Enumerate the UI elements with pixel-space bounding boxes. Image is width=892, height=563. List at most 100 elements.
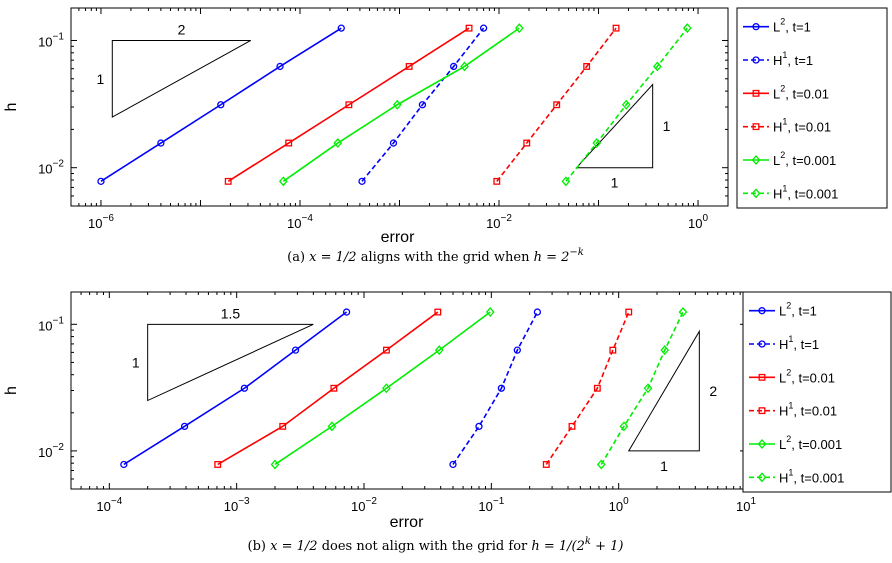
x-tick-label: 10−6	[88, 213, 114, 231]
legend-label: L2, t=0.01	[773, 83, 829, 101]
series-line	[100, 27, 342, 183]
legend-label: L2, t=0.01	[779, 367, 835, 385]
x-axis-label: error	[390, 514, 424, 531]
x-axis-label: error	[381, 229, 415, 246]
data-point	[523, 139, 531, 147]
data-point	[285, 139, 293, 147]
data-point	[434, 308, 442, 316]
data-point	[405, 62, 413, 70]
legend-item: L2, t=1	[743, 17, 811, 35]
legend-item: H1, t=0.01	[743, 117, 831, 135]
data-layer	[97, 23, 692, 187]
x-tick-label: 100	[609, 496, 629, 514]
data-point	[609, 346, 617, 354]
data-point	[460, 61, 469, 72]
slope-triangle-label: 1.5	[221, 305, 241, 321]
data-point	[533, 308, 542, 316]
data-point	[612, 24, 620, 32]
slope-triangle-label: 1	[611, 175, 619, 191]
data-point	[593, 384, 601, 392]
legend-label: L2, t=0.001	[779, 434, 842, 452]
data-point	[327, 421, 337, 432]
series-line	[600, 311, 684, 465]
series-line	[452, 311, 539, 465]
data-point	[583, 62, 591, 70]
data-point	[342, 308, 351, 316]
data-point	[751, 155, 761, 165]
series-line	[545, 311, 630, 465]
series-line	[565, 27, 688, 182]
data-point	[291, 346, 300, 354]
series-line	[227, 27, 470, 183]
data-point	[330, 384, 338, 392]
legend-item: L2, t=0.01	[749, 367, 835, 385]
data-point	[652, 61, 662, 72]
y-axis-label: h	[3, 103, 20, 112]
data-point	[758, 373, 766, 381]
slope-triangle	[111, 39, 251, 118]
data-point	[345, 101, 353, 109]
data-point	[752, 23, 760, 31]
data-point	[561, 176, 571, 187]
data-point	[240, 384, 249, 392]
chart-panel-b: 10−4 10−3 10−2 10−1 100 101 10−2 10−1 error h 1.5 1…	[3, 291, 892, 554]
legend-label: L2, t=1	[773, 17, 811, 35]
data-point	[497, 384, 506, 392]
data-point	[493, 177, 501, 185]
legend-item: L2, t=1	[749, 301, 817, 319]
data-point	[596, 459, 606, 470]
data-point	[382, 346, 390, 354]
legend-item: H1, t=0.001	[749, 467, 844, 485]
legend-label: L2, t=0.001	[773, 150, 836, 168]
data-point	[214, 461, 222, 468]
legend-label: H1, t=0.001	[779, 467, 844, 485]
data-point	[678, 307, 688, 318]
data-point	[758, 340, 766, 348]
data-point	[97, 177, 105, 185]
legend-box	[736, 7, 888, 209]
series-line	[217, 311, 439, 466]
data-point	[682, 23, 692, 34]
legend-label: H1, t=1	[779, 334, 819, 352]
y-tick-label: 10−1	[38, 315, 64, 333]
data-point	[392, 99, 402, 110]
x-tick-label: 10−1	[478, 496, 504, 514]
legend-item: L2, t=0.001	[749, 434, 842, 452]
y-tick-label: 10−2	[38, 442, 64, 460]
data-point	[553, 101, 561, 109]
series-line	[361, 27, 485, 182]
data-layer	[120, 307, 688, 470]
figure-caption: (a) x = 1/2 aligns with the grid when h …	[287, 247, 584, 265]
data-point	[389, 139, 398, 147]
data-point	[542, 461, 550, 468]
slope-triangle-label: 1	[663, 118, 671, 134]
legend-item: H1, t=0.01	[749, 401, 837, 419]
data-point	[485, 307, 495, 318]
x-tick-label: 101	[736, 496, 756, 514]
slope-triangle-label: 1	[660, 458, 668, 474]
slope-triangle	[627, 329, 700, 452]
data-point	[643, 383, 653, 394]
x-tick-label: 10−2	[351, 496, 377, 514]
data-point	[217, 101, 225, 109]
data-point	[278, 176, 288, 187]
data-point	[479, 24, 488, 32]
data-point	[180, 422, 189, 431]
legend-box	[742, 291, 892, 493]
legend-label: H1, t=0.01	[773, 117, 831, 135]
y-axis-label: h	[3, 386, 20, 395]
data-point	[449, 460, 457, 469]
data-point	[568, 422, 576, 430]
data-point	[513, 346, 521, 354]
legend: L2, t=1 H1, t=1 L2, t=0.01 H1, t=0.01 L2, t=…	[736, 7, 888, 209]
data-point	[120, 460, 128, 469]
data-point	[418, 101, 427, 109]
data-point	[276, 62, 284, 71]
x-tick-label: 10−3	[224, 496, 250, 514]
series-line	[496, 27, 617, 182]
data-point	[434, 345, 444, 356]
data-point	[270, 459, 280, 470]
data-point	[752, 56, 760, 64]
data-point	[751, 188, 761, 199]
